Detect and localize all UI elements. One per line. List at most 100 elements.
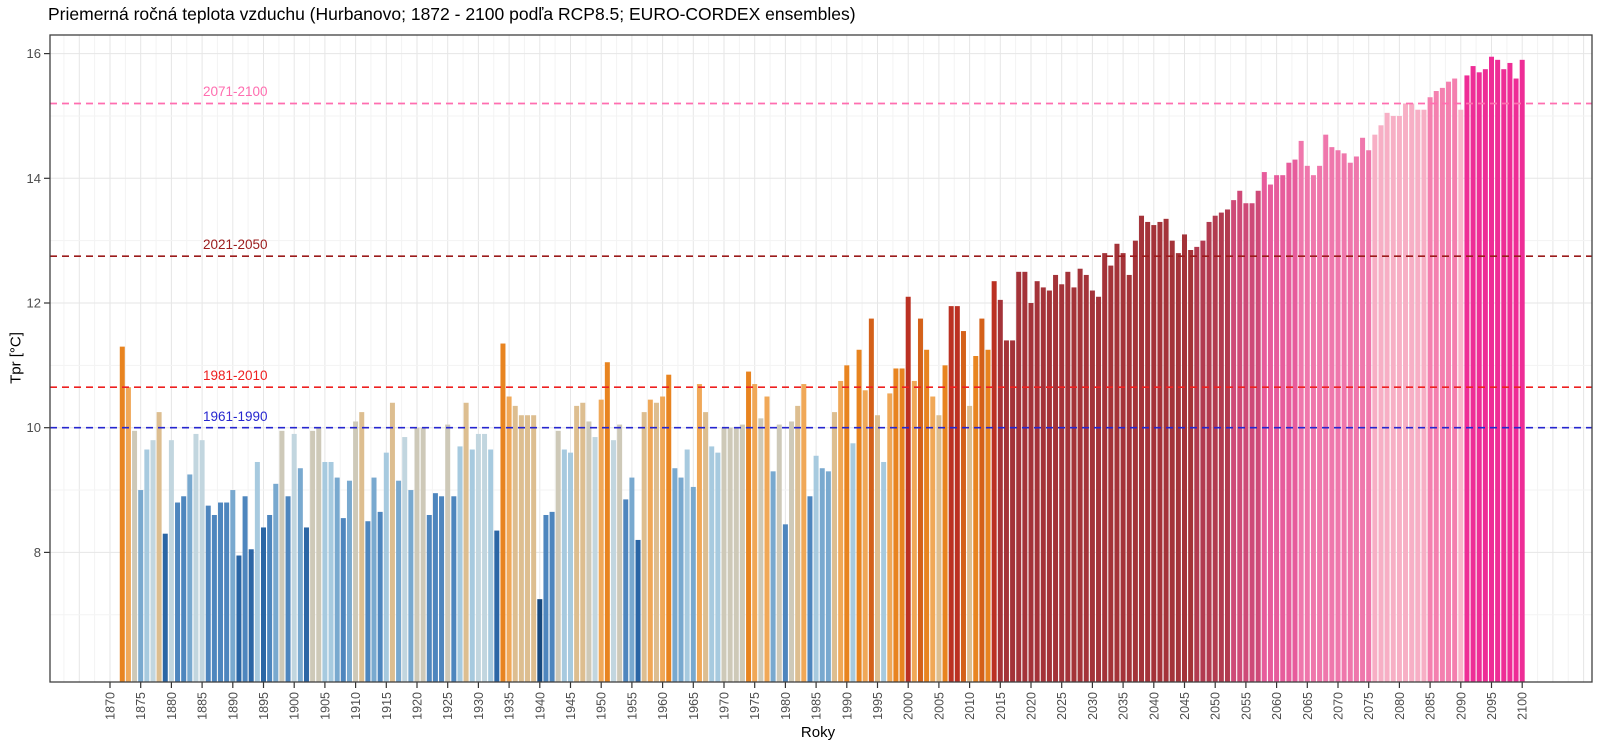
x-tick-label: 2095 — [1485, 692, 1499, 720]
y-tick-label: 16 — [27, 46, 41, 61]
bar-1925: 1925: 10.05 °C — [445, 424, 451, 682]
x-tick-label: 1915 — [380, 692, 394, 720]
bar-2037: 2037: 13.00 °C — [1132, 240, 1138, 682]
bar-1916: 1916: 10.40 °C — [389, 402, 395, 682]
bar-1987: 1987: 9.30 °C — [825, 471, 831, 682]
bar-2010: 2010: 10.35 °C — [967, 405, 973, 682]
bar-1903: 1903: 9.95 °C — [310, 430, 316, 682]
bar-1895: 1895: 8.40 °C — [261, 527, 266, 682]
bar-1982: 1982: 10.35 °C — [795, 405, 801, 682]
bar-1985: 1985: 9.55 °C — [813, 455, 819, 682]
bar-1953: 1953: 10.05 °C — [617, 424, 623, 682]
bar-1948: 1948: 10.10 °C — [586, 421, 592, 682]
bar-1969: 1969: 9.60 °C — [715, 452, 721, 682]
bar-1937: 1937: 10.20 °C — [518, 415, 524, 682]
bar-2008: 2008: 11.95 °C — [954, 306, 960, 682]
x-tick-label: 1970 — [718, 692, 732, 720]
bar-2003: 2003: 11.25 °C — [924, 349, 930, 682]
bar-1879: 1879: 8.30 °C — [162, 533, 168, 682]
bar-1874: 1874: 9.95 °C — [132, 430, 138, 682]
x-tick-label: 1990 — [840, 692, 854, 720]
bar-1927: 1927: 9.70 °C — [457, 446, 463, 682]
bar-2065: 2065: 14.20 °C — [1304, 165, 1310, 682]
bar-1919: 1919: 9.00 °C — [408, 490, 414, 682]
x-tick-label: 1870 — [104, 692, 118, 720]
bar-2067: 2067: 14.20 °C — [1317, 165, 1323, 682]
bar-1907: 1907: 9.20 °C — [334, 477, 340, 682]
ref-label-2021-2050: 2021-2050 — [203, 237, 268, 253]
x-tick-label: 1985 — [810, 692, 824, 720]
x-tick-label: 2060 — [1270, 692, 1284, 720]
bar-1999: 1999: 10.95 °C — [899, 368, 905, 682]
bar-1921: 1921: 10.00 °C — [420, 427, 426, 682]
bar-2060: 2060: 14.05 °C — [1274, 175, 1280, 682]
bar-2034: 2034: 12.95 °C — [1114, 243, 1120, 682]
x-tick-label: 2025 — [1055, 692, 1069, 720]
x-tick-label: 1920 — [411, 692, 425, 720]
y-tick-label: 8 — [34, 545, 41, 560]
bar-2097: 2097: 15.75 °C — [1501, 69, 1507, 682]
bar-2079: 2079: 15.00 °C — [1390, 115, 1396, 682]
bar-1963: 1963: 9.20 °C — [678, 477, 684, 682]
bar-2055: 2055: 13.60 °C — [1243, 203, 1249, 683]
bar-1888: 1888: 8.80 °C — [218, 502, 224, 682]
bar-1881: 1881: 8.80 °C — [175, 502, 181, 682]
bar-1913: 1913: 9.20 °C — [371, 477, 377, 682]
x-tick-label: 1975 — [748, 692, 762, 720]
bar-1936: 1936: 10.35 °C — [512, 405, 518, 682]
bar-2080: 2080: 15.00 °C — [1396, 115, 1402, 682]
bar-2073: 2073: 14.35 °C — [1353, 156, 1359, 683]
x-tick-label: 1875 — [134, 692, 148, 720]
bar-1995: 1995: 10.20 °C — [875, 415, 880, 682]
bar-2054: 2054: 13.80 °C — [1237, 190, 1243, 682]
bar-1901: 1901: 9.35 °C — [297, 468, 303, 682]
x-tick-label: 2010 — [963, 692, 977, 720]
bar-1959: 1959: 10.40 °C — [653, 402, 659, 682]
bar-2029: 2029: 12.45 °C — [1083, 274, 1089, 682]
bar-1875: 1875: 9.00 °C — [138, 490, 144, 682]
y-axis-title: Tpr [°C] — [7, 332, 25, 384]
bar-1883: 1883: 9.25 °C — [187, 474, 193, 682]
bar-1908: 1908: 8.55 °C — [340, 518, 346, 682]
bar-1997: 1997: 10.55 °C — [887, 393, 893, 682]
bar-1949: 1949: 9.85 °C — [592, 437, 598, 682]
bar-1978: 1978: 9.30 °C — [770, 471, 776, 682]
bar-1979: 1979: 10.05 °C — [776, 424, 782, 682]
bar-2026: 2026: 12.50 °C — [1065, 271, 1071, 682]
bar-2069: 2069: 14.50 °C — [1329, 147, 1335, 683]
bar-1988: 1988: 10.25 °C — [832, 412, 838, 682]
bar-2084: 2084: 15.10 °C — [1421, 109, 1427, 683]
bar-1926: 1926: 8.90 °C — [451, 496, 457, 682]
bar-1944: 1944: 9.65 °C — [561, 449, 567, 682]
bar-1996: 1996: 9.45 °C — [881, 461, 887, 682]
bar-1924: 1924: 8.90 °C — [439, 496, 445, 682]
bar-2042: 2042: 13.35 °C — [1163, 218, 1169, 682]
bar-1876: 1876: 9.65 °C — [144, 449, 150, 682]
bar-1930: 1930: 9.90 °C — [475, 433, 481, 682]
bar-1968: 1968: 9.70 °C — [709, 446, 715, 682]
bar-1886: 1886: 8.75 °C — [205, 505, 211, 682]
bar-1939: 1939: 10.20 °C — [531, 415, 537, 682]
x-tick-label: 1930 — [472, 692, 486, 720]
bar-2059: 2059: 13.90 °C — [1267, 184, 1273, 682]
bar-2050: 2050: 13.40 °C — [1212, 215, 1218, 682]
bar-2015: 2015: 12.05 °C — [997, 299, 1003, 682]
bar-1964: 1964: 9.65 °C — [684, 449, 690, 682]
bar-1980: 1980: 8.45 °C — [782, 524, 788, 682]
bar-1934: 1934: 11.35 °C — [500, 343, 506, 682]
x-tick-label: 2030 — [1086, 692, 1100, 720]
bar-2100: 2100: 15.90 °C — [1519, 59, 1525, 682]
bar-2098: 2098: 15.85 °C — [1507, 62, 1513, 682]
bar-1946: 1946: 10.35 °C — [574, 405, 580, 682]
x-tick-label: 2055 — [1239, 692, 1253, 720]
bar-1873: 1873: 10.65 °C — [125, 387, 131, 682]
bar-1967: 1967: 10.25 °C — [703, 412, 709, 682]
bar-1915: 1915: 9.60 °C — [383, 452, 389, 682]
bar-2012: 2012: 11.75 °C — [979, 318, 985, 682]
bar-1898: 1898: 9.95 °C — [279, 430, 285, 682]
bar-1917: 1917: 9.15 °C — [396, 480, 402, 682]
x-tick-label: 1900 — [288, 692, 302, 720]
bar-1904: 1904: 10.00 °C — [316, 427, 322, 682]
bar-2033: 2033: 12.60 °C — [1108, 265, 1114, 682]
